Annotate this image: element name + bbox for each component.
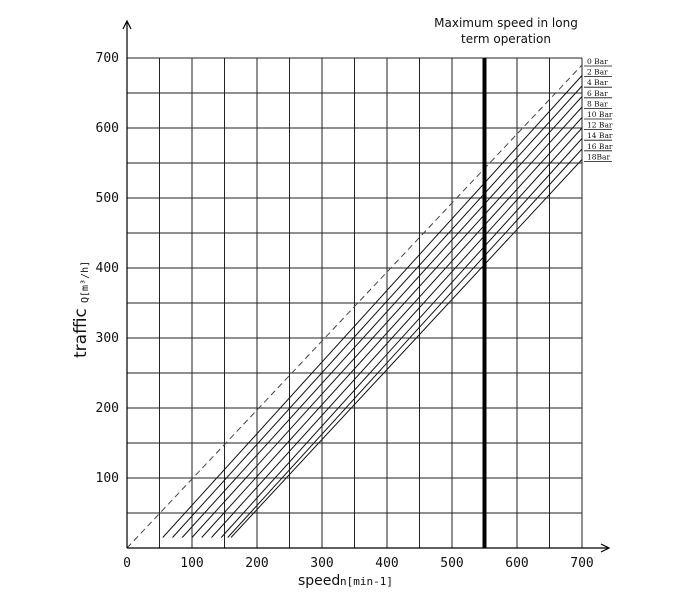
x-tick-label: 0 xyxy=(123,556,131,571)
x-axis-arrow xyxy=(600,543,611,553)
series-line-7 xyxy=(220,138,583,538)
series-label: 10 Bar xyxy=(587,110,613,119)
series-line-2 xyxy=(172,85,583,538)
x-tick-label: 500 xyxy=(440,556,463,571)
y-tick-label: 100 xyxy=(96,471,119,486)
axes xyxy=(122,19,611,553)
y-tick-label: 500 xyxy=(96,191,119,206)
series-line-3 xyxy=(181,96,583,538)
series-line-4 xyxy=(191,106,583,538)
x-tick-label: 700 xyxy=(570,556,593,571)
series-label: 0 Bar xyxy=(587,57,608,66)
series-line-8 xyxy=(227,148,583,538)
series-line-0 xyxy=(126,64,583,549)
y-tick-label: 700 xyxy=(96,51,119,66)
y-tick-label: 200 xyxy=(96,401,119,416)
series-line-5 xyxy=(201,117,583,538)
x-tick-label: 100 xyxy=(180,556,203,571)
series-label: 18Bar xyxy=(587,152,611,161)
x-tick-label: 600 xyxy=(505,556,528,571)
x-tick-label: 200 xyxy=(245,556,268,571)
axis-labels: speed n[min-1] traffic Q[m³/h] xyxy=(71,261,393,589)
x-axis-unit: n[min-1] xyxy=(340,575,393,588)
series-line-6 xyxy=(211,127,583,538)
y-tick-label: 400 xyxy=(96,261,119,276)
annotation-line-1: Maximum speed in long xyxy=(434,16,578,30)
series-lines xyxy=(126,64,583,549)
series-label: 6 Bar xyxy=(587,89,608,98)
y-axis-label: traffic xyxy=(71,308,91,358)
grid xyxy=(127,57,583,548)
series-line-1 xyxy=(162,75,583,538)
x-axis-label: speed xyxy=(298,573,340,589)
series-label: 16 Bar xyxy=(587,142,613,151)
series-label: 14 Bar xyxy=(587,131,613,140)
series-label: 4 Bar xyxy=(587,78,608,87)
x-tick-label: 400 xyxy=(375,556,398,571)
y-tick-label: 300 xyxy=(96,331,119,346)
tick-labels: 0 100 200 300 400 500 600 700 100 200 300 400 500 600… xyxy=(96,51,594,571)
y-axis-arrow xyxy=(122,19,132,30)
series-label: 12 Bar xyxy=(587,121,613,130)
annotation-line-2: term operation xyxy=(461,32,551,46)
y-axis-unit: Q[m³/h] xyxy=(80,261,91,303)
y-tick-label: 600 xyxy=(96,121,119,136)
annotation: Maximum speed in long term operation xyxy=(420,15,592,47)
series-label: 8 Bar xyxy=(587,99,608,108)
series-line-9 xyxy=(230,159,583,538)
x-tick-label: 300 xyxy=(310,556,333,571)
series-label: 2 Bar xyxy=(587,68,608,77)
